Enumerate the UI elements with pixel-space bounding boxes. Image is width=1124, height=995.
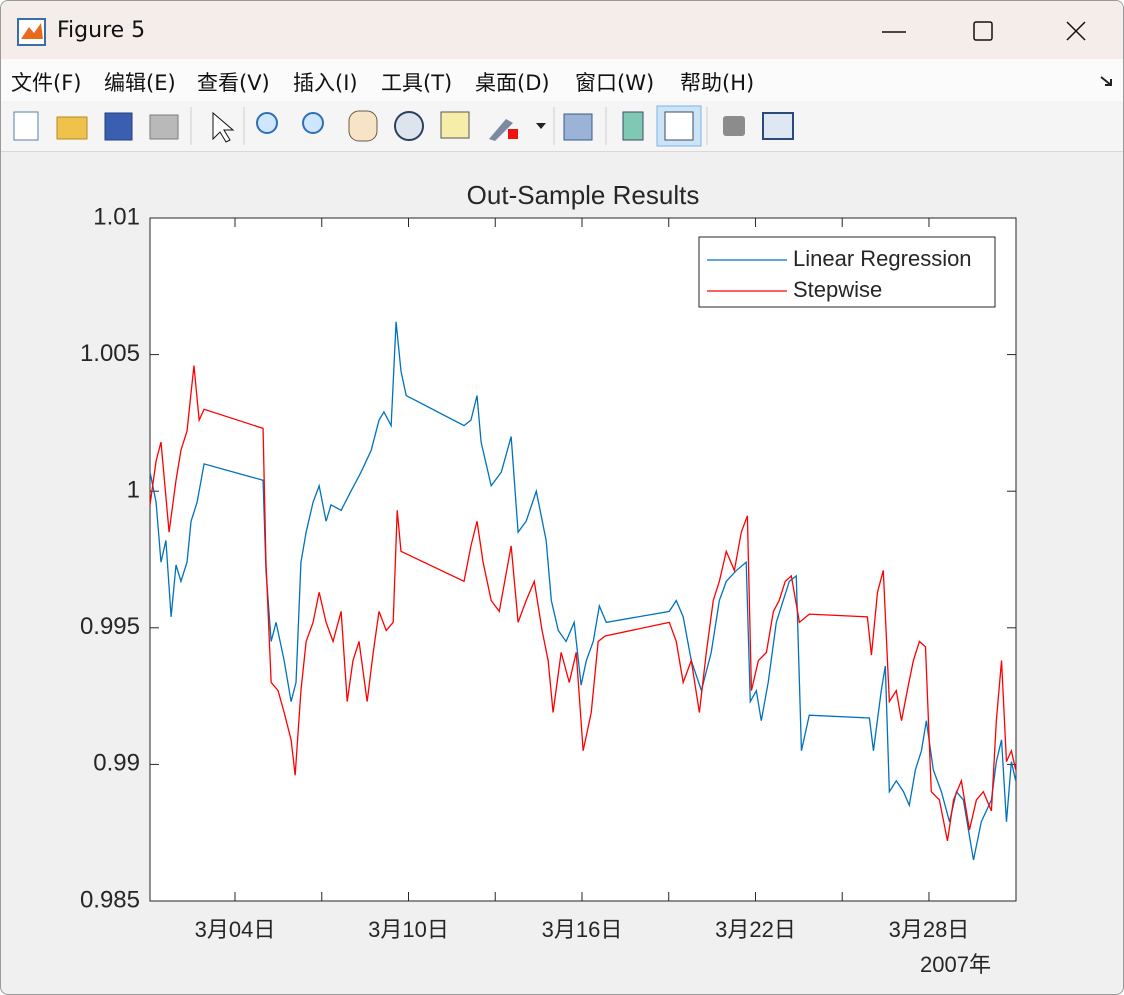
legend-button[interactable] (664, 111, 694, 141)
menu-item[interactable]: 文件(F) (11, 71, 82, 95)
title-bar: Figure 5 (1, 1, 1123, 59)
save-button[interactable] (104, 112, 133, 141)
menu-item[interactable]: 窗口(W) (575, 71, 655, 95)
link-button[interactable] (563, 113, 593, 141)
x-tick-label: 3月04日 (195, 917, 276, 942)
chart-title: Out-Sample Results (467, 180, 700, 210)
x-secondary-label: 2007年 (920, 952, 991, 977)
maximize-button[interactable] (973, 21, 993, 41)
y-tick-label: 1.01 (93, 203, 140, 230)
menu-item[interactable]: 插入(I) (293, 71, 358, 95)
series-line (149, 321, 1017, 861)
legend-label: Stepwise (793, 277, 882, 302)
y-tick-label: 1 (127, 477, 140, 504)
axes-box (149, 217, 1017, 902)
menu-bar: 文件(F) 编辑(E) 查看(V) 插入(I) 工具(T) 桌面(D) 窗口(W… (1, 59, 1123, 101)
series-line (149, 365, 1017, 842)
zoom-in-button[interactable] (256, 112, 278, 134)
datatip-button[interactable] (440, 111, 470, 139)
open-button[interactable] (56, 116, 88, 140)
menu-item[interactable]: 工具(T) (381, 71, 453, 95)
select-button[interactable] (212, 111, 235, 143)
toolbar-icons (13, 105, 794, 147)
x-tick-label: 3月22日 (715, 917, 796, 942)
y-tick-label: 0.99 (93, 750, 140, 777)
menu-item[interactable]: 桌面(D) (475, 71, 550, 95)
dock-arrow[interactable] (1099, 73, 1115, 89)
brush-button[interactable] (489, 119, 513, 141)
hide-tools-button[interactable] (723, 116, 745, 136)
brush-dropdown[interactable] (536, 123, 546, 129)
toolbar (1, 101, 1123, 152)
menu-item[interactable]: 编辑(E) (104, 71, 176, 95)
zoom-out-button[interactable] (302, 112, 324, 134)
legend-box (698, 236, 996, 308)
y-tick-label: 0.995 (80, 613, 140, 640)
show-tools-button[interactable] (762, 112, 794, 140)
menu-item[interactable]: 查看(V) (197, 71, 270, 95)
title-bar-graphics (17, 18, 1086, 46)
x-tick-label: 3月10日 (368, 917, 449, 942)
app-icon-peak (21, 23, 43, 39)
x-tick-label: 3月16日 (542, 917, 623, 942)
rotate-button[interactable] (394, 111, 424, 141)
close-button[interactable] (1066, 21, 1086, 41)
figure-canvas: Out-Sample Results 2007年 0.985 0.99 0.995 1… (80, 180, 1017, 977)
window-title: Figure 5 (57, 18, 146, 43)
print-button[interactable] (149, 114, 179, 140)
y-tick-label: 1.005 (80, 340, 140, 367)
brush-color (508, 129, 518, 139)
colorbar-button[interactable] (622, 111, 644, 141)
y-tick-label: 0.985 (80, 886, 140, 913)
x-tick-label: 3月28日 (889, 917, 970, 942)
legend-label: Linear Regression (793, 246, 972, 271)
new-button[interactable] (13, 111, 39, 141)
menu-item[interactable]: 帮助(H) (680, 71, 755, 95)
pan-button[interactable] (348, 110, 378, 142)
